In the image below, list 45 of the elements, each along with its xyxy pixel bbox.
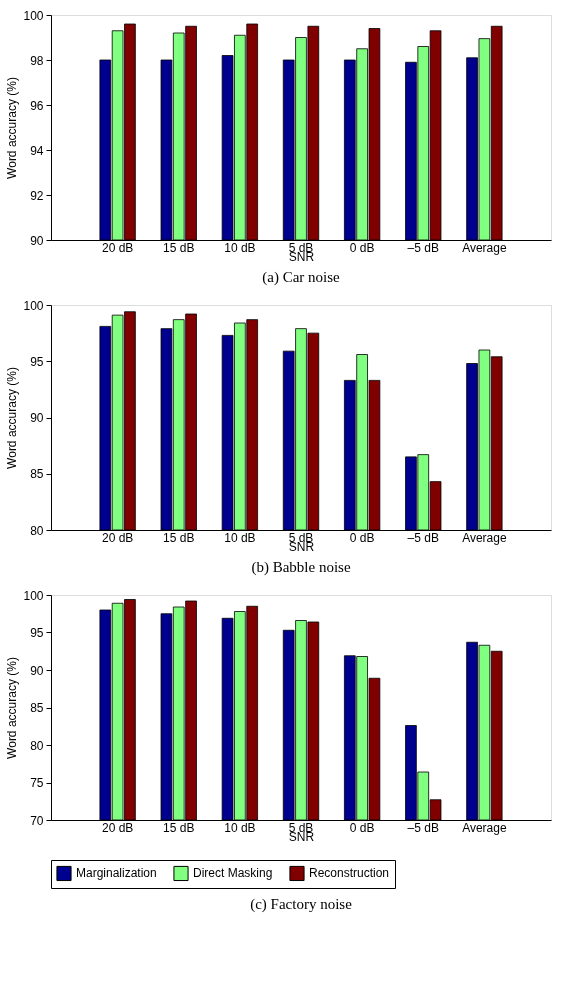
y-tick-label: 80: [30, 523, 44, 538]
x-tick-label: Average: [462, 530, 507, 545]
x-tick-label: –5 dB: [407, 820, 439, 835]
x-tick-label: 15 dB: [163, 820, 195, 835]
y-tick-label: 75: [30, 776, 44, 790]
x-tick-label: 0 dB: [349, 530, 375, 545]
y-tick-label: 100: [23, 298, 44, 313]
x-tick-label: 10 dB: [224, 820, 256, 835]
x-tick-label: 10 dB: [224, 240, 256, 255]
y-tick-label: 85: [30, 701, 44, 715]
y-tick-label: 90: [30, 411, 44, 425]
x-tick-label: 20 dB: [101, 820, 134, 835]
legend-label: Direct Masking: [193, 866, 273, 881]
y-tick-label: 90: [30, 663, 44, 678]
x-tick-label: Average: [462, 240, 507, 255]
y-tick-label: 85: [30, 467, 44, 482]
legend-label: Marginalization: [76, 866, 157, 881]
y-tick-label: 98: [30, 53, 44, 68]
y-axis-title: Word accuracy (%): [5, 77, 20, 179]
text: (a) Car noise: [262, 269, 341, 286]
x-tick-label: Average: [462, 820, 507, 835]
y-tick-label: 94: [30, 143, 44, 158]
y-tick-label: 90: [30, 233, 44, 248]
y-tick-label: 100: [23, 8, 44, 23]
x-tick-label: 15 dB: [163, 240, 195, 255]
x-tick-label: 20 dB: [101, 240, 134, 255]
y-tick-label: 95: [30, 626, 44, 640]
y-tick-label: 100: [23, 588, 44, 603]
y-tick-label: 80: [30, 738, 44, 753]
x-tick-label: 15 dB: [163, 530, 195, 545]
text: (c) Factory noise: [250, 895, 353, 913]
x-tick-label: 20 dB: [101, 530, 134, 545]
text: (b) Babble noise: [251, 559, 351, 576]
y-tick-label: 92: [30, 188, 44, 203]
x-tick-label: –5 dB: [407, 240, 439, 255]
y-tick-label: 95: [30, 354, 44, 369]
legend-label: Reconstruction: [309, 866, 390, 881]
y-axis-title: Word accuracy (%): [5, 367, 20, 469]
y-axis-title: Word accuracy (%): [5, 657, 20, 759]
x-tick-label: 0 dB: [349, 820, 375, 835]
y-tick-label: 96: [30, 98, 44, 113]
x-tick-label: –5 dB: [407, 530, 439, 545]
x-tick-label: 0 dB: [349, 240, 375, 255]
x-tick-label: 10 dB: [224, 530, 256, 545]
y-tick-label: 70: [30, 813, 44, 828]
